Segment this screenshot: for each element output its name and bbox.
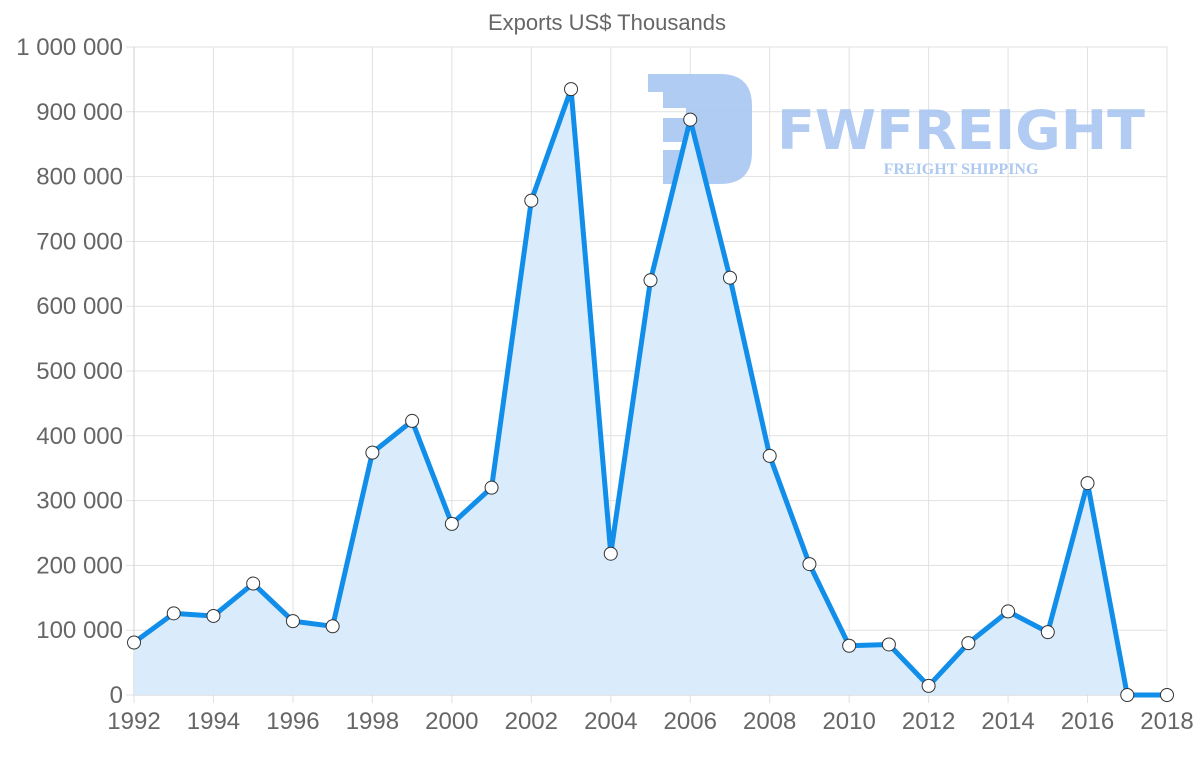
y-tick-label: 800 000: [36, 164, 123, 191]
data-point[interactable]: [246, 576, 261, 591]
gridlines: [126, 46, 1168, 703]
data-point[interactable]: [643, 273, 658, 288]
x-tick-label: 2012: [902, 708, 955, 735]
y-tick-label: 600 000: [36, 293, 123, 320]
data-point[interactable]: [166, 606, 181, 621]
x-tick-label: 2010: [822, 708, 875, 735]
x-tick-label: 1994: [187, 708, 240, 735]
x-tick-label: 2008: [743, 708, 796, 735]
data-point[interactable]: [802, 557, 817, 572]
y-tick-label: 1 000 000: [16, 34, 123, 61]
data-point[interactable]: [722, 270, 737, 285]
x-tick-label: 1996: [266, 708, 319, 735]
data-point[interactable]: [325, 619, 340, 634]
y-axis-ticks: 0 100 000 200 000 300 000 400 000 500 000 600 …: [16, 34, 123, 709]
watermark-brand: FWFREIGHT: [777, 99, 1145, 162]
y-tick-label: 500 000: [36, 358, 123, 385]
x-tick-label: 2000: [425, 708, 478, 735]
x-tick-label: 2002: [505, 708, 558, 735]
y-tick-label: 100 000: [36, 617, 123, 644]
x-tick-label: 2018: [1140, 708, 1193, 735]
watermark-tagline: FREIGHT SHIPPING: [884, 161, 1039, 178]
data-point[interactable]: [285, 614, 300, 629]
area-fill: [134, 89, 1167, 696]
data-point[interactable]: [405, 413, 420, 428]
y-tick-label: 700 000: [36, 228, 123, 255]
fwfreight-logo-icon: [648, 74, 752, 184]
data-point[interactable]: [1120, 688, 1135, 702]
data-point[interactable]: [881, 637, 896, 652]
data-point[interactable]: [127, 635, 141, 650]
data-point[interactable]: [524, 193, 539, 208]
data-point[interactable]: [603, 546, 618, 561]
data-point[interactable]: [1080, 476, 1095, 491]
y-tick-label: 300 000: [36, 488, 123, 515]
data-point[interactable]: [564, 82, 579, 97]
y-tick-label: 900 000: [36, 99, 123, 126]
y-tick-label: 0: [110, 682, 123, 709]
data-point[interactable]: [1040, 625, 1055, 640]
data-point[interactable]: [206, 608, 221, 623]
x-axis-ticks: 1992 1994 1996 1998 2000 2002 2004 2006 2008 2010…: [107, 708, 1193, 735]
data-point[interactable]: [365, 445, 380, 460]
x-tick-label: 2006: [664, 708, 717, 735]
data-point[interactable]: [921, 678, 936, 693]
chart-title: Exports US$ Thousands: [488, 10, 726, 35]
data-point[interactable]: [444, 516, 459, 531]
x-tick-label: 2004: [584, 708, 637, 735]
data-point[interactable]: [961, 636, 976, 651]
y-tick-label: 400 000: [36, 423, 123, 450]
x-tick-label: 2014: [981, 708, 1034, 735]
x-tick-label: 2016: [1061, 708, 1114, 735]
data-point[interactable]: [484, 480, 499, 495]
data-point[interactable]: [683, 112, 698, 127]
watermark: FWFREIGHT FREIGHT SHIPPING: [648, 74, 1145, 184]
data-point[interactable]: [762, 448, 777, 463]
y-tick-label: 200 000: [36, 552, 123, 579]
area-path: [134, 89, 1167, 696]
data-points: [127, 82, 1174, 702]
data-point[interactable]: [842, 638, 857, 653]
data-point[interactable]: [1001, 604, 1016, 619]
data-point[interactable]: [1160, 688, 1174, 702]
x-tick-label: 1992: [107, 708, 160, 735]
x-tick-label: 1998: [346, 708, 399, 735]
